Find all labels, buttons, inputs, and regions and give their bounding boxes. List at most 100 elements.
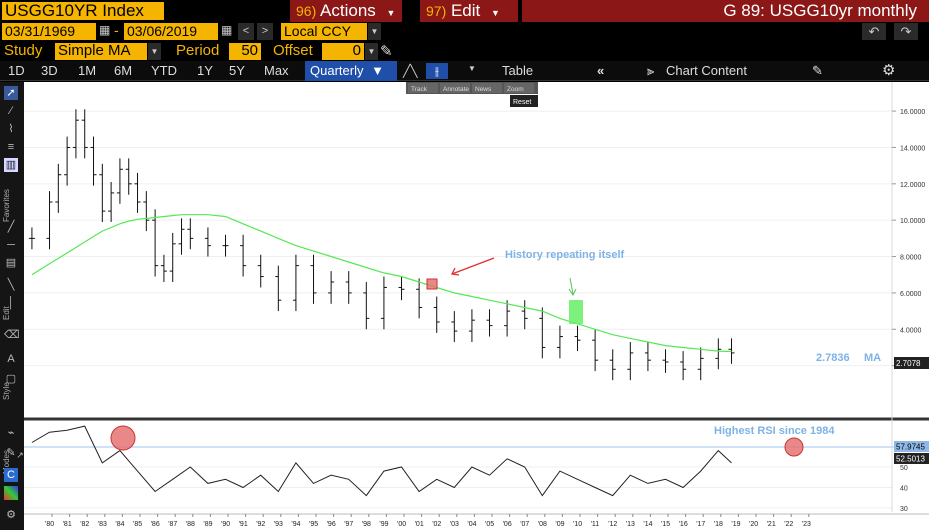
x-tick-label: '16 — [679, 521, 688, 528]
pen-tool-icon[interactable]: ╱ — [7, 221, 15, 233]
start-date-input[interactable]: 03/31/1969 — [2, 23, 96, 40]
line-tool-icon[interactable]: ∕ — [10, 105, 12, 117]
offset-input[interactable]: 0 — [322, 43, 364, 60]
dropdown-icon: ▼ — [491, 8, 500, 18]
range-3d-button[interactable]: 3D — [41, 63, 58, 78]
dropdown-icon: ▼ — [386, 8, 396, 18]
highlight-green-box — [569, 300, 583, 324]
price-tick-label: 14.0000 — [900, 145, 925, 152]
style-label: Style — [2, 382, 11, 400]
x-tick-label: '13 — [626, 521, 635, 528]
ticker-field[interactable]: USGG10YR Index — [2, 2, 164, 20]
range-5y-button[interactable]: 5Y — [229, 63, 245, 78]
chart-content-icon[interactable]: ⫸ — [647, 63, 655, 78]
rsi-gridlines — [24, 466, 892, 509]
range-max-button[interactable]: Max — [264, 63, 289, 78]
date-row: 03/31/1969 ▦ - 03/06/2019 ▦ < > Local CC… — [0, 22, 929, 41]
study-select[interactable]: Simple MA — [55, 43, 147, 60]
mode-c-icon[interactable]: C — [4, 468, 18, 482]
calendar-icon[interactable]: ▦ — [99, 23, 111, 37]
mode-line-icon[interactable]: ✎ — [6, 447, 16, 459]
next-arrow-icon[interactable]: > — [257, 23, 273, 40]
x-tick-label: '05 — [485, 521, 494, 528]
edit-chart-icon[interactable]: ✎ — [812, 63, 823, 78]
settings-gear-icon[interactable]: ⚙ — [6, 509, 16, 521]
x-tick-label: '95 — [309, 521, 318, 528]
undo-icon[interactable]: ↶ — [862, 23, 886, 40]
x-tick-label: '01 — [415, 521, 424, 528]
cursor-icon[interactable]: ➚ — [4, 86, 18, 100]
prev-arrow-icon[interactable]: < — [238, 23, 254, 40]
pencil-icon[interactable]: ✎ — [380, 43, 393, 60]
draw-tool-icon[interactable]: ⌇ — [8, 123, 14, 135]
chart-area[interactable]: 2.00004.00006.00008.000010.000012.000014… — [24, 82, 929, 530]
mode-arrow-icon[interactable]: ↗ — [16, 450, 24, 460]
frequency-select[interactable]: Quarterly ▼ — [305, 61, 397, 81]
period-input[interactable]: 50 — [229, 43, 261, 60]
mini-tool-news-button[interactable] — [472, 83, 502, 93]
mini-tool-zoom-label: Zoom — [507, 86, 524, 93]
chart-title-bar: G 89: USGG10yr monthly — [522, 0, 929, 22]
end-date-input[interactable]: 03/06/2019 — [124, 23, 218, 40]
chart-content-button[interactable]: Chart Content — [666, 63, 747, 78]
mini-tool-annotate-button[interactable] — [440, 83, 470, 93]
x-tick-label: '03 — [450, 521, 459, 528]
x-tick-label: '12 — [608, 521, 617, 528]
brush-tool-icon[interactable]: ⌁ — [7, 427, 15, 439]
x-tick-label: '85 — [133, 521, 142, 528]
settings-gear-icon[interactable]: ⚙ — [882, 62, 896, 79]
last-price-value: 2.7078 — [896, 359, 921, 368]
actions-menu[interactable]: 96) Actions ▼ — [290, 0, 402, 22]
pattern-tool-icon[interactable]: ▤ — [5, 257, 17, 269]
red-arrow — [451, 257, 495, 275]
mode-color-icon[interactable] — [4, 486, 18, 500]
color-tool-icon[interactable]: ▢ — [5, 373, 17, 385]
x-tick-label: '80 — [45, 521, 54, 528]
period-label: Period — [176, 42, 220, 59]
x-tick-label: '81 — [63, 521, 72, 528]
currency-select[interactable]: Local CCY — [281, 23, 367, 40]
range-1m-button[interactable]: 1M — [78, 63, 97, 78]
eraser-icon[interactable]: ⌫ — [4, 329, 20, 341]
chart-title: G 89: USGG10yr monthly — [723, 1, 917, 20]
price-tick-label: 12.0000 — [900, 182, 925, 189]
last-price-tag — [894, 357, 929, 369]
range-1y-button[interactable]: 1Y — [197, 63, 213, 78]
channel-tool-icon[interactable]: ▥ — [4, 158, 18, 172]
collapse-icon[interactable]: « — [597, 63, 605, 78]
currency-dropdown-icon[interactable]: ▼ — [368, 23, 381, 40]
range-6m-button[interactable]: 6M — [114, 63, 133, 78]
line-chart-icon[interactable]: ╱╲ — [403, 64, 418, 78]
reset-button[interactable] — [510, 95, 538, 107]
calendar-icon[interactable]: ▦ — [221, 23, 233, 37]
redo-icon[interactable]: ↷ — [894, 23, 918, 40]
study-row: Study Simple MA ▼ Period 50 Offset 0 ▼ ✎ — [0, 41, 929, 61]
x-tick-label: '93 — [274, 521, 283, 528]
favorites-label: Favorites — [2, 189, 11, 222]
x-tick-label: '97 — [344, 521, 353, 528]
mini-tool-zoom-button[interactable] — [504, 83, 534, 93]
rsi-tick-label: 40 — [900, 485, 908, 492]
x-tick-label: '17 — [696, 521, 705, 528]
text-tool-icon[interactable]: A — [7, 353, 15, 365]
fib-tool-icon[interactable]: ≡ — [7, 141, 15, 153]
x-tick-label: '20 — [749, 521, 758, 528]
range-1d-button[interactable]: 1D — [8, 63, 25, 78]
study-dropdown-icon[interactable]: ▼ — [148, 43, 161, 60]
table-button[interactable]: Table — [502, 63, 534, 78]
hline-tool-icon[interactable]: ─ — [7, 239, 15, 251]
chart-type-dropdown-icon[interactable]: ▼ — [468, 64, 476, 73]
range-ytd-button[interactable]: YTD — [151, 63, 177, 78]
x-tick-label: '84 — [115, 521, 124, 528]
mini-tool-track-button[interactable] — [408, 83, 438, 93]
ma-label-annotation: MA — [864, 352, 881, 364]
moving-average-line — [31, 214, 732, 353]
x-tick-label: '00 — [397, 521, 406, 528]
vertical-tool-icon[interactable]: │ — [7, 297, 15, 309]
offset-dropdown-icon[interactable]: ▼ — [365, 43, 378, 60]
x-tick-label: '07 — [520, 521, 529, 528]
edit-menu[interactable]: 97) Edit ▼ — [420, 0, 518, 22]
bar-chart-icon[interactable]: ⫲ — [426, 63, 448, 79]
ray-tool-icon[interactable]: ╲ — [7, 279, 15, 291]
green-arrow — [569, 277, 574, 295]
